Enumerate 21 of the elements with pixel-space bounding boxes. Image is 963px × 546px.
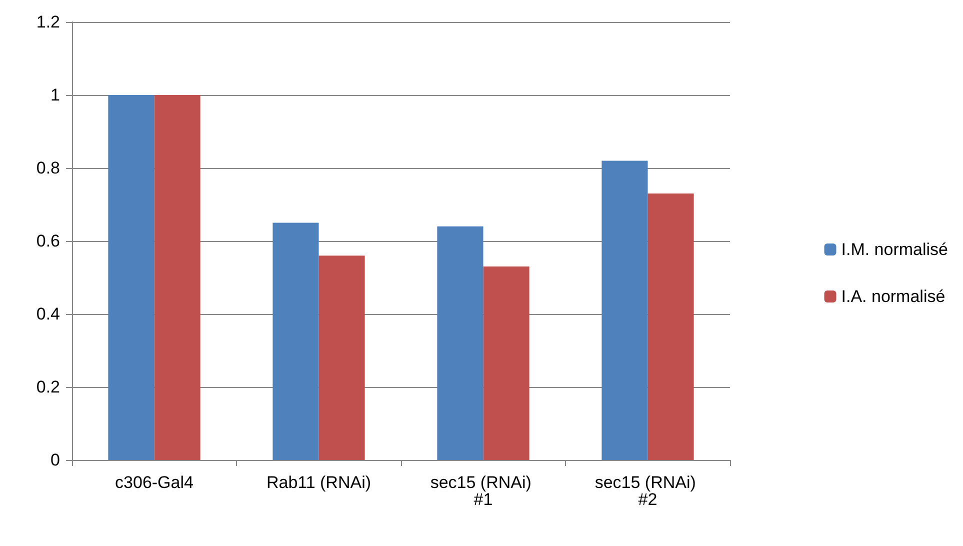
y-tick-label: 0.6 <box>36 232 60 250</box>
bar <box>602 160 648 460</box>
bar <box>648 194 694 460</box>
y-tick-label: 0.2 <box>36 378 60 396</box>
y-tick-label: 1 <box>50 86 60 104</box>
legend-label: I.A. normalisé <box>841 287 946 306</box>
bar <box>272 222 319 460</box>
bar <box>108 95 154 460</box>
y-tick-label: 0.8 <box>36 158 60 178</box>
bar <box>437 226 484 460</box>
bar <box>154 95 200 460</box>
y-tick-label: 0 <box>50 450 60 470</box>
x-tick-label: sec15 (RNAi) #1 <box>430 473 536 509</box>
bar <box>483 266 530 460</box>
legend-label: I.M. normalisé <box>841 240 948 259</box>
y-tick-label: 1.2 <box>36 12 60 32</box>
y-tick-label: 0.4 <box>36 304 60 324</box>
x-tick-label: Rab11 (RNAi) <box>266 473 372 492</box>
x-tick-label: sec15 (RNAi) #2 <box>594 473 701 509</box>
bar <box>318 256 365 460</box>
x-tick-label: c306-Gal4 <box>115 473 194 492</box>
